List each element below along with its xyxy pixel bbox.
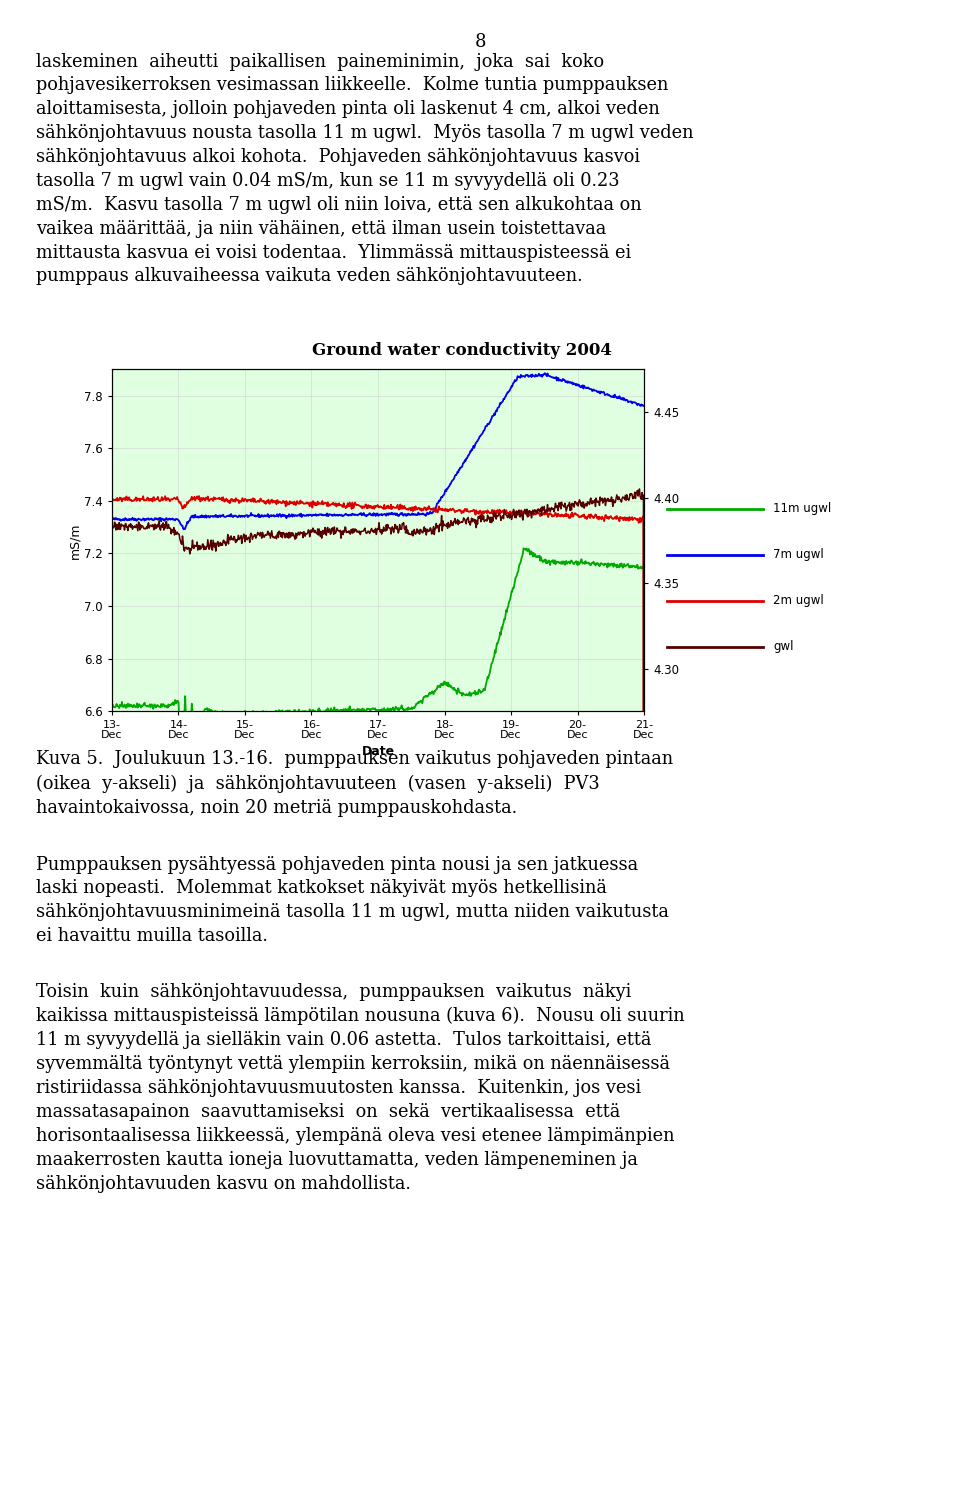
Text: 8: 8 [474,33,486,51]
Text: Kuva 5.  Joulukuun 13.-16.  pumppauksen vaikutus pohjaveden pintaan
(oikea  y-ak: Kuva 5. Joulukuun 13.-16. pumppauksen va… [36,750,674,817]
Text: Pumppauksen pysähtyessä pohjaveden pinta nousi ja sen jatkuessa
laski nopeasti. : Pumppauksen pysähtyessä pohjaveden pinta… [36,856,669,946]
Text: Toisin  kuin  sähkönjohtavuudessa,  pumppauksen  vaikutus  näkyi
kaikissa mittau: Toisin kuin sähkönjohtavuudessa, pumppau… [36,983,685,1193]
Text: 7m ugwl: 7m ugwl [774,548,824,561]
Y-axis label: mS/m: mS/m [68,522,82,558]
Text: gwl: gwl [774,641,794,653]
Text: laskeminen  aiheutti  paikallisen  paineminimin,  joka  sai  koko
pohjavesikerro: laskeminen aiheutti paikallisen painemin… [36,53,694,285]
Text: Ground water conductivity 2004: Ground water conductivity 2004 [312,342,612,359]
X-axis label: Date: Date [361,744,395,758]
Text: 11m ugwl: 11m ugwl [774,503,831,515]
Text: 2m ugwl: 2m ugwl [774,594,824,608]
